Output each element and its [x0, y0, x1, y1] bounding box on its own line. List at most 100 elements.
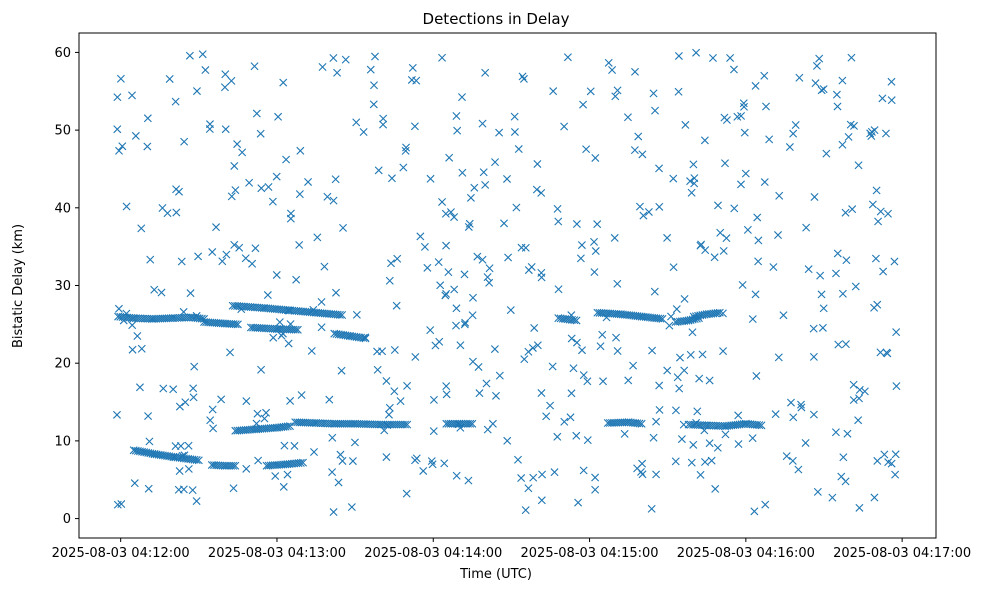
- data-point: [286, 396, 295, 405]
- data-point: [442, 390, 451, 399]
- data-point: [831, 428, 840, 437]
- data-point: [833, 249, 842, 258]
- data-point: [554, 285, 563, 294]
- data-point: [663, 233, 672, 242]
- data-point: [328, 433, 337, 442]
- data-point: [396, 397, 405, 406]
- data-point: [849, 121, 858, 130]
- data-point: [567, 389, 576, 398]
- data-point: [797, 403, 806, 412]
- data-point: [113, 93, 122, 102]
- data-point: [671, 457, 680, 466]
- data-point: [510, 112, 519, 121]
- y-tick-label: 10: [54, 434, 71, 449]
- data-point: [446, 208, 455, 217]
- data-point: [230, 161, 239, 170]
- data-point: [890, 257, 899, 266]
- data-point: [769, 263, 778, 272]
- data-point: [481, 68, 490, 77]
- data-point: [665, 321, 674, 330]
- data-point: [176, 442, 185, 450]
- data-point: [465, 219, 474, 228]
- data-point: [456, 341, 465, 350]
- data-point: [445, 153, 454, 162]
- data-point: [743, 225, 752, 234]
- data-point: [378, 347, 387, 356]
- data-point: [689, 440, 698, 449]
- data-point: [655, 164, 664, 173]
- data-point: [693, 407, 702, 416]
- data-point: [882, 348, 891, 357]
- data-point: [521, 243, 530, 252]
- data-point: [809, 352, 818, 361]
- data-point: [849, 380, 858, 389]
- data-point: [180, 451, 189, 460]
- data-point: [663, 366, 672, 375]
- data-point: [119, 316, 128, 325]
- data-point: [705, 439, 714, 448]
- data-point: [113, 500, 122, 509]
- data-point: [537, 268, 546, 277]
- data-point: [635, 419, 644, 428]
- data-point: [178, 451, 187, 460]
- data-point: [165, 74, 174, 83]
- data-point: [359, 334, 368, 342]
- data-point: [456, 423, 465, 432]
- data-point: [734, 440, 743, 449]
- data-point: [838, 140, 847, 149]
- data-point: [692, 418, 701, 427]
- data-point: [887, 96, 896, 105]
- data-point: [734, 411, 743, 420]
- data-point: [478, 119, 487, 128]
- data-point: [524, 347, 533, 356]
- y-axis-ticks: 0 10 20 30 40 50 60: [54, 46, 79, 527]
- data-point: [652, 470, 661, 479]
- data-point: [475, 389, 484, 398]
- data-point: [671, 406, 680, 415]
- data-point: [361, 333, 370, 342]
- data-point: [847, 53, 856, 62]
- data-point: [848, 205, 857, 214]
- data-point: [184, 464, 193, 473]
- data-point: [692, 48, 701, 57]
- data-point: [815, 54, 824, 63]
- data-point: [673, 373, 682, 382]
- data-point: [468, 293, 477, 302]
- data-point: [667, 312, 676, 321]
- data-point: [578, 346, 586, 355]
- data-point: [738, 280, 747, 289]
- data-point: [510, 127, 519, 136]
- data-point: [563, 53, 572, 62]
- data-point: [309, 305, 318, 314]
- data-point: [495, 128, 504, 137]
- data-point: [209, 424, 218, 433]
- data-point: [275, 318, 284, 327]
- data-point: [572, 220, 581, 229]
- data-point: [492, 391, 500, 400]
- data-point: [172, 185, 181, 194]
- data-point: [212, 223, 221, 232]
- data-point: [490, 345, 499, 354]
- data-point: [380, 426, 389, 435]
- data-point: [698, 350, 707, 359]
- data-point: [675, 384, 684, 393]
- data-point: [503, 436, 512, 445]
- data-point: [687, 458, 696, 467]
- data-point: [320, 262, 329, 271]
- data-point: [130, 479, 139, 488]
- data-point: [429, 395, 438, 404]
- data-point: [299, 458, 308, 467]
- data-point: [352, 118, 361, 127]
- data-point: [696, 470, 705, 479]
- data-point: [838, 76, 847, 85]
- data-point: [741, 169, 750, 178]
- data-point: [635, 202, 644, 211]
- data-point: [672, 305, 681, 314]
- data-point: [390, 387, 399, 396]
- data-point: [159, 384, 168, 393]
- data-point: [179, 485, 188, 494]
- data-point: [286, 320, 295, 329]
- data-point: [222, 250, 231, 259]
- y-tick-label: 40: [54, 201, 71, 216]
- data-point: [231, 186, 240, 195]
